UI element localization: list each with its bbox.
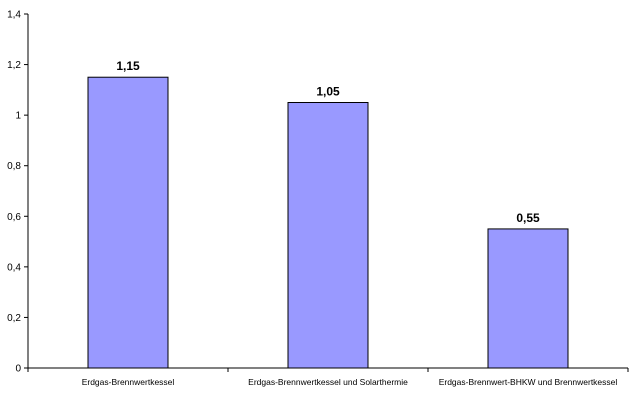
y-tick-label: 1 — [15, 111, 21, 122]
x-axis: Erdgas-Brennwertkessel Erdgas-Brennwertke… — [27, 367, 629, 387]
y-tick-label: 1,4 — [7, 10, 21, 21]
y-tick-label: 0,6 — [7, 212, 21, 223]
bar — [87, 76, 169, 369]
data-labels: 1,15 1,05 0,55 — [116, 59, 540, 225]
y-tick-label: 0,8 — [7, 161, 21, 172]
y-axis: 0 0,2 0,4 0,6 0,8 1 1,2 1,4 — [7, 10, 29, 375]
y-tick-label: 0 — [15, 364, 21, 375]
bar-series — [87, 76, 569, 369]
y-tick-label: 0,4 — [7, 262, 21, 273]
x-category-label: Erdgas-Brennwert-BHKW und Brennwertkesse… — [439, 377, 618, 387]
bar-value-label: 0,55 — [516, 211, 540, 225]
bar — [287, 102, 369, 369]
bar-value-label: 1,15 — [116, 59, 140, 73]
y-tick-label: 0,2 — [7, 313, 21, 324]
bar — [487, 228, 569, 369]
bar-value-label: 1,05 — [316, 85, 340, 99]
x-category-label: Erdgas-Brennwertkessel — [82, 377, 175, 387]
y-tick-label: 1,2 — [7, 60, 21, 71]
x-category-label: Erdgas-Brennwertkessel und Solarthermie — [248, 377, 408, 387]
